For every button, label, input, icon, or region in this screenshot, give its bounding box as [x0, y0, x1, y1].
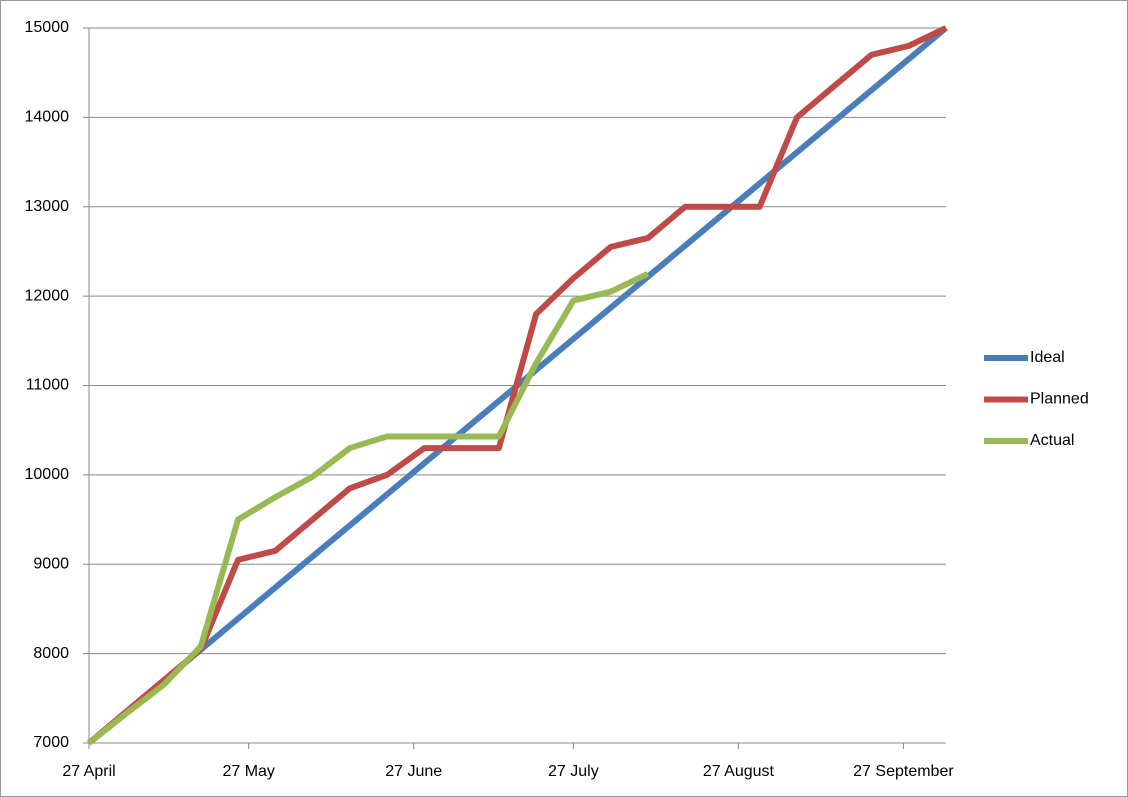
lines — [87, 25, 948, 746]
x-tick-label: 27 June — [385, 763, 442, 780]
y-tick-label: 11000 — [26, 377, 69, 394]
legend: Ideal Planned Actual — [984, 349, 1089, 449]
y-tick-label: 7000 — [33, 734, 69, 751]
series-line — [87, 25, 948, 746]
legend-label: Actual — [1030, 432, 1074, 449]
y-tick-label: 10000 — [25, 466, 70, 483]
y-tick-label: 15000 — [25, 19, 70, 36]
y-tick-label: 9000 — [33, 555, 69, 572]
x-tick-label: 27 July — [548, 763, 599, 780]
legend-label: Planned — [1030, 391, 1089, 408]
x-tick-label: 27 May — [222, 763, 274, 780]
y-tick-label: 8000 — [33, 645, 69, 662]
y-tick-label: 13000 — [25, 198, 70, 215]
x-tick-label: 27 April — [62, 763, 115, 780]
series-line — [87, 271, 650, 746]
x-tick-label: 27 September — [853, 763, 954, 780]
y-tick-label: 14000 — [25, 109, 70, 126]
x-tick-label: 27 August — [703, 763, 775, 780]
y-tick-label: 12000 — [25, 287, 70, 304]
axes: 7000 8000 9000 10000 11000 12000 13000 14000 150… — [25, 19, 955, 780]
legend-label: Ideal — [1030, 349, 1065, 366]
